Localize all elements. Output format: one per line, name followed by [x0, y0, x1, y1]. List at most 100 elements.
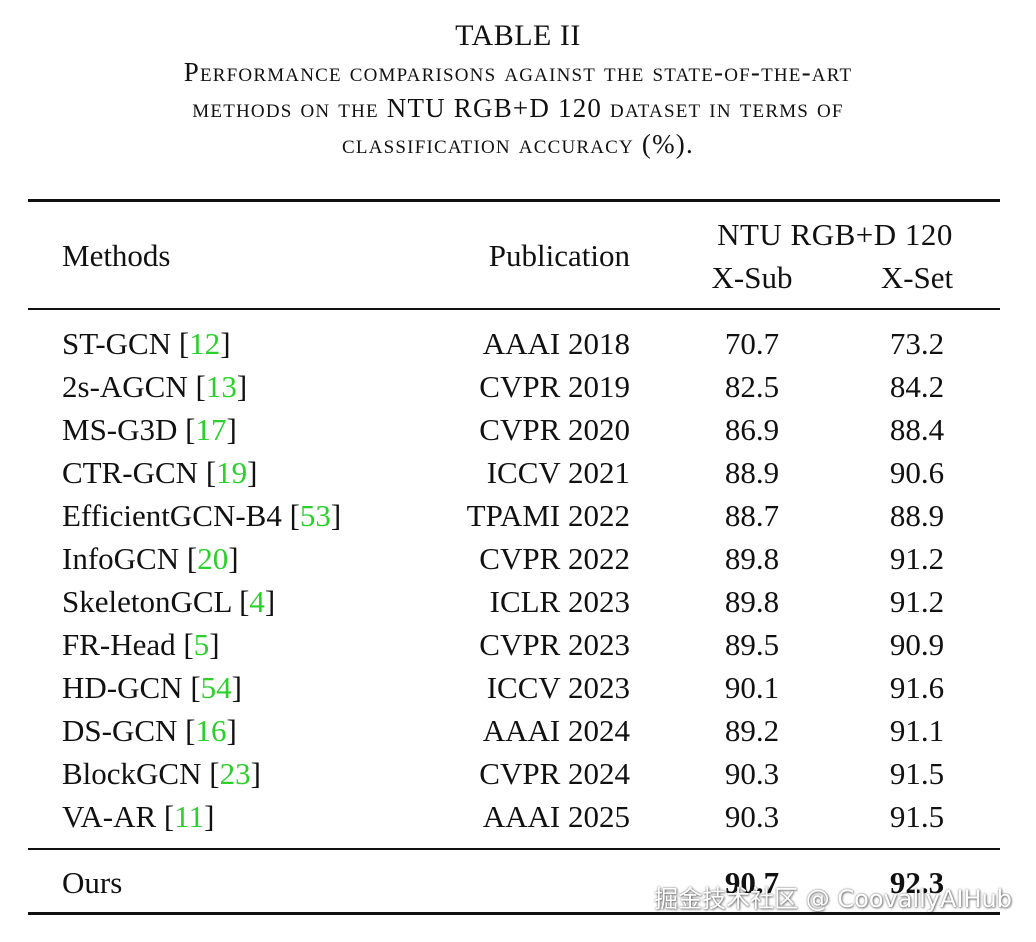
citation-open-bracket: [	[198, 455, 217, 490]
xset-value: 90.6	[889, 455, 945, 490]
xsub-value: 89.8	[724, 584, 780, 619]
xset-value: 73.2	[889, 326, 945, 361]
citation-close-bracket: ]	[231, 670, 242, 705]
citation-close-bracket: ]	[226, 412, 237, 447]
table-row: BlockGCN [23] CVPR 2024 90.3 91.5	[0, 752, 1036, 795]
citation-open-bracket: [	[231, 584, 250, 619]
xsub-value: 82.5	[724, 369, 780, 404]
method-cell: EfficientGCN-B4 [53]	[62, 494, 341, 537]
table-row: DS-GCN [16] AAAI 2024 89.2 91.1	[0, 709, 1036, 752]
publication-cell: CVPR 2022	[479, 541, 630, 576]
method-cell: SkeletonGCL [4]	[62, 580, 275, 623]
method-name: 2s-AGCN	[62, 369, 188, 404]
xset-value: 88.9	[889, 498, 945, 533]
publication-cell: CVPR 2023	[479, 627, 630, 662]
citation-close-bracket: ]	[247, 455, 258, 490]
xset-value: 88.4	[889, 412, 945, 447]
citation-link[interactable]: 19	[216, 455, 248, 490]
method-cell: 2s-AGCN [13]	[62, 365, 247, 408]
citation-link[interactable]: 12	[189, 326, 221, 361]
citation-close-bracket: ]	[330, 498, 342, 533]
method-name: CTR-GCN	[62, 455, 199, 490]
xset-value: 84.2	[889, 369, 945, 404]
xset-value: 92.3	[889, 865, 945, 900]
xsub-value: 88.9	[724, 455, 780, 490]
xsub-value: 89.5	[724, 627, 780, 662]
citation-close-bracket: ]	[204, 799, 215, 834]
publication-cell: AAAI 2024	[482, 713, 630, 748]
citation-open-bracket: [	[175, 627, 194, 662]
citation-open-bracket: [	[201, 756, 220, 791]
table-row: CTR-GCN [19] ICCV 2021 88.9 90.6	[0, 451, 1036, 494]
citation-link[interactable]: 23	[219, 756, 251, 791]
publication-cell: ICLR 2023	[489, 584, 630, 619]
publication-cell: ICCV 2021	[486, 455, 630, 490]
citation-link[interactable]: 5	[193, 627, 210, 662]
caption-line: classification accuracy (%).	[342, 129, 694, 159]
xset-value: 91.5	[889, 799, 945, 834]
method-name: DS-GCN	[62, 713, 178, 748]
citation-link[interactable]: 17	[195, 412, 227, 447]
table-row: ST-GCN [12] AAAI 2018 70.7 73.2	[0, 322, 1036, 365]
xset-value: 91.1	[889, 713, 945, 748]
caption-line: methods on the NTU RGB+D 120 dataset in …	[192, 93, 844, 123]
method-name: MS-G3D	[62, 412, 178, 447]
citation-open-bracket: [	[177, 412, 196, 447]
publication-cell: AAAI 2025	[482, 799, 630, 834]
method-name: BlockGCN	[62, 756, 202, 791]
citation-link[interactable]: 4	[249, 584, 265, 619]
header-methods: Methods	[62, 238, 171, 273]
method-name: SkeletonGCL	[62, 584, 232, 619]
citation-link[interactable]: 54	[200, 670, 232, 705]
xsub-value: 90.1	[724, 670, 780, 705]
xsub-value: 89.2	[724, 713, 780, 748]
xsub-value: 90.3	[724, 756, 780, 791]
table-label: TABLE II	[455, 19, 581, 52]
table-row: VA-AR [11] AAAI 2025 90.3 91.5	[0, 795, 1036, 838]
citation-open-bracket: [	[187, 369, 206, 404]
method-name: VA-AR	[62, 799, 157, 834]
xsub-value: 70.7	[724, 326, 780, 361]
publication-cell: CVPR 2024	[479, 756, 630, 791]
publication-cell: TPAMI 2022	[466, 498, 630, 533]
header-xset: X-Set	[880, 260, 954, 295]
xsub-value: 90.7	[724, 865, 780, 900]
table-row: MS-G3D [17] CVPR 2020 86.9 88.4	[0, 408, 1036, 451]
citation-close-bracket: ]	[236, 369, 248, 404]
citation-open-bracket: [	[156, 799, 175, 834]
table-row: 2s-AGCN [13] CVPR 2019 82.5 84.2	[0, 365, 1036, 408]
method-cell: DS-GCN [16]	[62, 709, 237, 752]
citation-open-bracket: [	[171, 326, 190, 361]
xsub-value: 88.7	[724, 498, 780, 533]
table-row: HD-GCN [54] ICCV 2023 90.1 91.6	[0, 666, 1036, 709]
method-name: ST-GCN	[62, 326, 172, 361]
citation-open-bracket: [	[177, 713, 196, 748]
citation-link[interactable]: 11	[174, 799, 205, 834]
citation-link[interactable]: 13	[205, 369, 237, 404]
xsub-value: 86.9	[724, 412, 780, 447]
citation-close-bracket: ]	[264, 584, 276, 619]
citation-open-bracket: [	[281, 498, 300, 533]
citation-close-bracket: ]	[250, 756, 261, 791]
table-row-ours: Ours 90.7 92.3	[0, 861, 1036, 904]
table-row: FR-Head [5] CVPR 2023 89.5 90.9	[0, 623, 1036, 666]
method-cell: CTR-GCN [19]	[62, 451, 257, 494]
method-cell: FR-Head [5]	[62, 623, 220, 666]
citation-link[interactable]: 53	[299, 498, 331, 533]
publication-cell: AAAI 2018	[482, 326, 630, 361]
citation-close-bracket: ]	[226, 713, 237, 748]
citation-open-bracket: [	[182, 670, 201, 705]
method-name: EfficientGCN-B4	[62, 498, 282, 533]
header-dataset: NTU RGB+D 120	[717, 217, 953, 252]
header-publication: Publication	[488, 238, 630, 273]
method-name: FR-Head	[62, 627, 176, 662]
xsub-value: 89.8	[724, 541, 780, 576]
caption-line: Performance comparisons against the stat…	[183, 57, 853, 87]
method-name: InfoGCN	[62, 541, 180, 576]
publication-cell: CVPR 2020	[479, 412, 630, 447]
citation-link[interactable]: 16	[195, 713, 227, 748]
header-rule	[28, 308, 1000, 310]
watermark: 掘金技术社区 @ CoovallyAIHub	[654, 885, 1012, 913]
citation-link[interactable]: 20	[197, 541, 229, 576]
method-cell: HD-GCN [54]	[62, 666, 242, 709]
